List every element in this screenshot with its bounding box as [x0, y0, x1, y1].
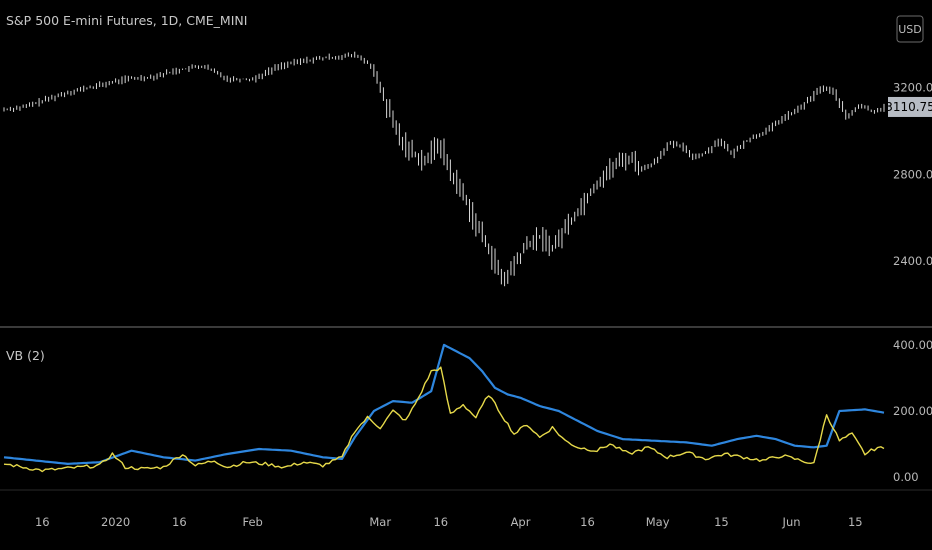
last-price-tag: 3110.75	[885, 96, 932, 117]
price-axis: 3200.00 2800.00 2400.00	[893, 81, 932, 268]
indicator-tick-label: 0.00	[893, 470, 919, 484]
time-tick-label: 15	[848, 515, 863, 529]
time-tick-label: 15	[714, 515, 729, 529]
time-tick-label: 16	[172, 515, 187, 529]
price-tick-label: 2800.00	[893, 167, 932, 181]
time-tick-label: Apr	[511, 515, 531, 529]
time-tick-label: Jun	[782, 515, 801, 529]
indicator-tick-label: 400.00	[893, 338, 932, 352]
price-tick-label: 2400.00	[893, 254, 932, 268]
price-bars	[3, 51, 885, 287]
time-axis: 16 2020 16 Feb Mar 16 Apr 16 May 15 Jun 15	[35, 515, 863, 529]
time-tick-label: Mar	[369, 515, 391, 529]
last-price-label: 3110.75	[885, 100, 932, 114]
indicator-axis: 400.00 200.00 0.00	[893, 338, 932, 484]
time-tick-label: Feb	[243, 515, 263, 529]
time-tick-label: May	[646, 515, 670, 529]
currency-button[interactable]: USD	[896, 15, 924, 43]
indicator-tick-label: 200.00	[893, 404, 932, 418]
price-tick-label: 3200.00	[893, 81, 932, 95]
time-tick-label: 2020	[101, 515, 130, 529]
time-tick-label: 16	[580, 515, 595, 529]
main-chart-title: S&P 500 E-mini Futures, 1D, CME_MINI	[6, 13, 247, 28]
indicator-series-line	[3, 366, 885, 473]
indicator-title: VB (2)	[6, 348, 45, 363]
currency-label: USD	[898, 23, 922, 36]
time-tick-label: 16	[35, 515, 50, 529]
time-tick-label: 16	[433, 515, 448, 529]
indicator-series-line	[3, 343, 885, 465]
indicator-lines	[3, 343, 885, 473]
